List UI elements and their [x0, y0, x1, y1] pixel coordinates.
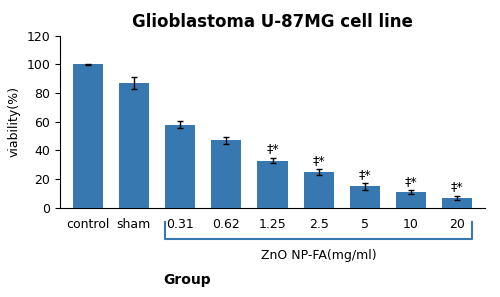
Bar [396, 192, 426, 208]
Bar [212, 140, 242, 208]
Bar [119, 83, 149, 208]
Bar [258, 160, 288, 208]
Y-axis label: viability(%): viability(%) [8, 86, 21, 157]
Text: ‡*: ‡* [266, 143, 279, 156]
Bar [304, 172, 334, 208]
Text: ‡*: ‡* [405, 175, 417, 188]
Text: ZnO NP-FA(mg/ml): ZnO NP-FA(mg/ml) [261, 249, 376, 262]
Text: Group: Group [164, 273, 212, 287]
Bar [350, 187, 380, 208]
Bar [72, 64, 102, 208]
Bar [165, 125, 195, 208]
Text: ‡*: ‡* [358, 168, 371, 181]
Text: ‡*: ‡* [312, 154, 325, 167]
Text: ‡*: ‡* [451, 181, 464, 194]
Bar [442, 198, 472, 208]
Title: Glioblastoma U-87MG cell line: Glioblastoma U-87MG cell line [132, 13, 413, 31]
